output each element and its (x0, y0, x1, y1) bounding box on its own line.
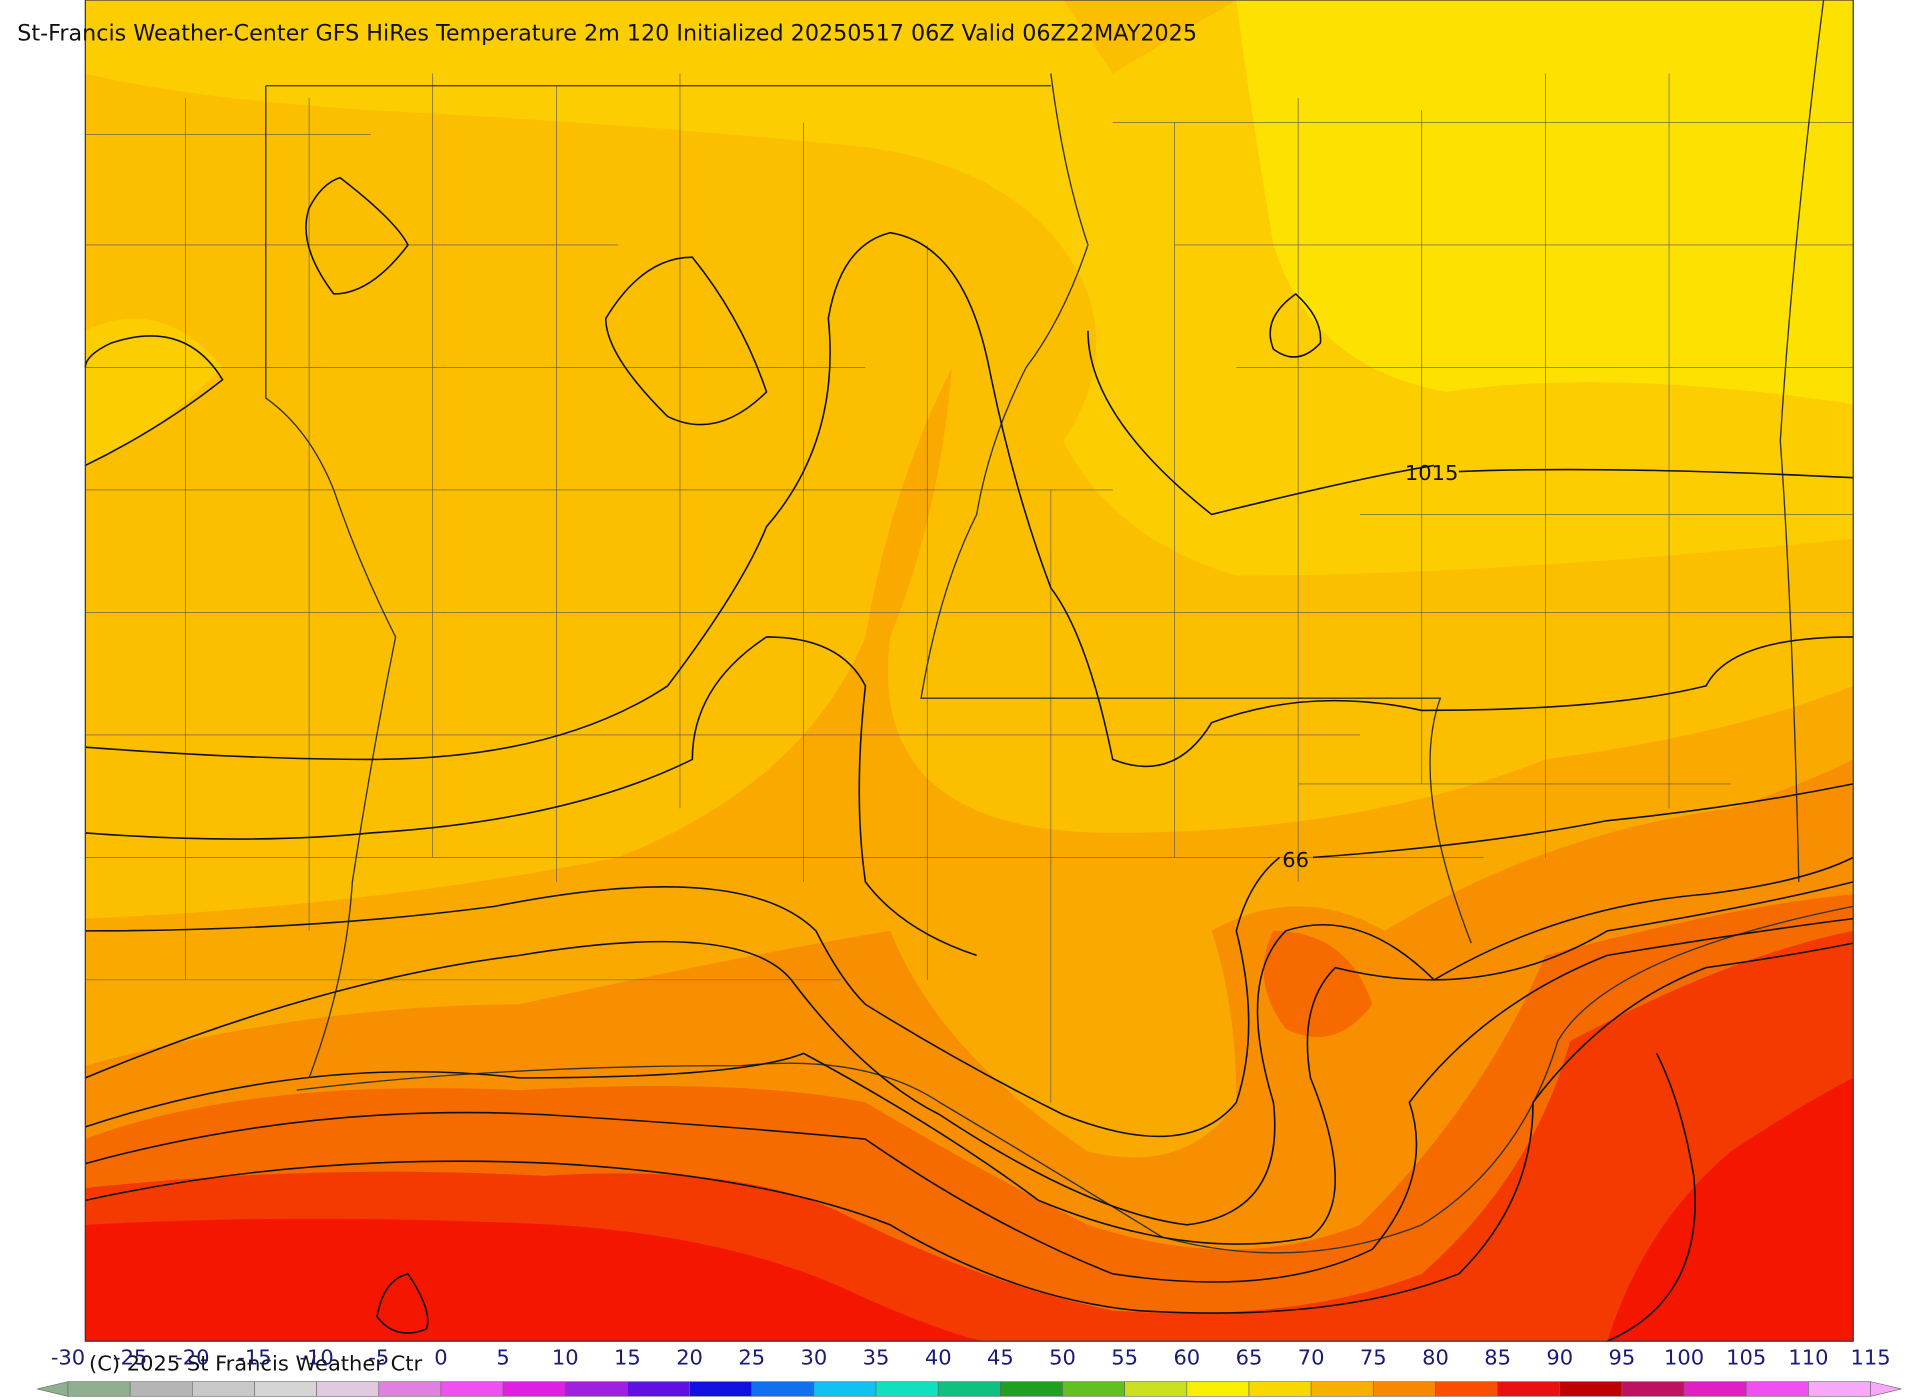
colorbar-tick-label: 0 (434, 1346, 447, 1370)
colorbar-tick-label: 105 (1726, 1346, 1766, 1370)
colorbar-cell (937, 1381, 1001, 1397)
colorbar-tick-label: 75 (1360, 1346, 1387, 1370)
colorbar-tick-label: 5 (496, 1346, 509, 1370)
colorbar-tick-label: 95 (1609, 1346, 1636, 1370)
colorbar-cell (875, 1381, 939, 1397)
county-lines (85, 73, 1854, 1103)
colorbar-cell (1124, 1381, 1188, 1397)
colorbar-cell (689, 1381, 753, 1397)
colorbar-cell (254, 1381, 317, 1397)
colorbar-tick-label: -25 (113, 1346, 147, 1370)
colorbar-cell (316, 1381, 380, 1397)
colorbar-tick-label: 80 (1422, 1346, 1449, 1370)
colorbar-arrow (1870, 1381, 1902, 1397)
colorbar-cell (1000, 1381, 1063, 1397)
colorbar-tick-label: 45 (987, 1346, 1014, 1370)
colorbar-tick-label: 60 (1173, 1346, 1200, 1370)
colorbar-cell (1062, 1381, 1125, 1397)
colorbar-cell (192, 1381, 255, 1397)
colorbar-tick-label: -15 (237, 1346, 271, 1370)
colorbar-cell (1372, 1381, 1436, 1397)
colorbar-tick-label: 70 (1298, 1346, 1325, 1370)
colorbar-cell (1745, 1381, 1809, 1397)
colorbar-cell (1808, 1381, 1871, 1397)
colorbar-cell (1621, 1381, 1685, 1397)
colorbar-cell (1559, 1381, 1623, 1397)
colorbar-cell (67, 1381, 131, 1397)
colorbar-tick-label: 15 (614, 1346, 641, 1370)
colorbar-tick-label: 55 (1111, 1346, 1138, 1370)
colorbar-tick-label: -10 (299, 1346, 333, 1370)
colorbar-cell (1435, 1381, 1498, 1397)
colorbar-cell (1248, 1381, 1312, 1397)
colorbar-tick-label: 20 (676, 1346, 703, 1370)
colorbar-tick-label: 65 (1236, 1346, 1263, 1370)
colorbar-tick-label: -30 (51, 1346, 85, 1370)
colorbar-tick-label: 40 (925, 1346, 952, 1370)
colorbar-cell (813, 1381, 877, 1397)
colorbar-cell (1497, 1381, 1561, 1397)
colorbar-tick-label: 115 (1851, 1346, 1891, 1370)
temperature-field (85, 0, 1854, 1342)
map-frame (84, 0, 1854, 1342)
colorbar-tick-label: -5 (368, 1346, 389, 1370)
title: St-Francis Weather-Center GFS HiRes Temp… (17, 21, 1197, 47)
copyright: (C) 2025 St Francis Weather Ctr (89, 1352, 423, 1376)
pressure-contours (84, 176, 1854, 1342)
colorbar: -30 -25 -20 -15 -10 -5 0 5 10 15 20 25 30 35 40 45 50 55 6… (37, 1346, 1902, 1397)
colorbar-tick-label: 10 (552, 1346, 579, 1370)
colorbar-tick-label: 25 (738, 1346, 765, 1370)
colorbar-tick-label: -20 (175, 1346, 209, 1370)
colorbar-cell (1186, 1381, 1250, 1397)
colorbar-cell (378, 1381, 442, 1397)
colorbar-tick-label: 90 (1546, 1346, 1573, 1370)
contour-label: 1015 (1405, 461, 1458, 485)
colorbar-tick-label: 50 (1049, 1346, 1076, 1370)
colorbar-cell (440, 1381, 504, 1397)
contour-label: 66 (1282, 848, 1309, 872)
colorbar-cell (627, 1381, 690, 1397)
colorbar-cell (1310, 1381, 1374, 1397)
colorbar-cell (1683, 1381, 1747, 1397)
colorbar-cell (564, 1381, 628, 1397)
colorbar-cell (751, 1381, 815, 1397)
colorbar-tick-label: 85 (1484, 1346, 1511, 1370)
colorbar-cell (502, 1381, 566, 1397)
colorbar-cell (129, 1381, 193, 1397)
colorbar-tick-label: 30 (801, 1346, 828, 1370)
colorbar-tick-label: 35 (863, 1346, 890, 1370)
colorbar-tick-label: 110 (1788, 1346, 1828, 1370)
colorbar-tick-label: 100 (1664, 1346, 1704, 1370)
